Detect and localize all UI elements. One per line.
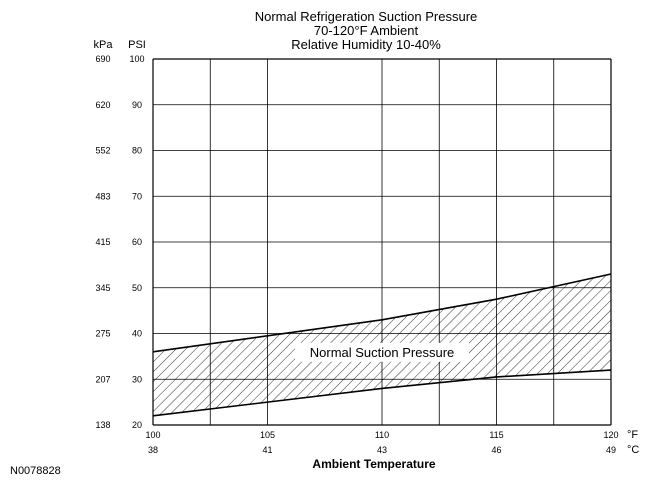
y-tick-label-kpa: 138 [95, 420, 110, 430]
y-tick-labels: 138 20 207 30 275 40 345 50 415 60 483 70 552 80 620 90… [95, 54, 144, 430]
x-tick-label-c: 41 [262, 445, 272, 455]
x-tick-label-c: 46 [491, 445, 501, 455]
lower-pressure-line [152, 369, 612, 417]
y-tick-label-psi: 30 [132, 374, 142, 384]
x-tick-label-f: 105 [260, 430, 275, 440]
y-tick-label-psi: 60 [132, 237, 142, 247]
y-tick-label-psi: 20 [132, 420, 142, 430]
x-tick-label-f: 115 [489, 430, 503, 440]
y-tick-label-psi: 80 [132, 146, 142, 156]
x-axis-title: Ambient Temperature [312, 457, 435, 471]
x-tick-label-c: 49 [606, 445, 616, 455]
y-tick-label-kpa: 620 [95, 100, 110, 110]
y-tick-label-psi: 100 [129, 54, 144, 64]
chart-grid [152, 58, 612, 426]
y-tick-label-kpa: 690 [95, 54, 110, 64]
band-label: Normal Suction Pressure [310, 345, 455, 360]
chart-title-line-2: 70-120°F Ambient [314, 23, 419, 38]
figure-id: N0078828 [10, 465, 61, 477]
y-tick-label-psi: 70 [132, 191, 142, 201]
x-tick-label-c: 43 [377, 445, 387, 455]
y-tick-label-psi: 50 [132, 283, 142, 293]
y-tick-label-psi: 40 [132, 329, 142, 339]
y-tick-label-kpa: 345 [95, 283, 110, 293]
y-tick-label-kpa: 483 [95, 191, 110, 201]
x-tick-labels: 100 38 105 41 110 43 115 46 120 49 [145, 430, 618, 455]
y-unit-kpa: kPa [94, 39, 114, 51]
chart-title-line-3: Relative Humidity 10-40% [291, 37, 441, 52]
upper-pressure-line [152, 273, 612, 353]
x-unit-c: °C [627, 444, 639, 456]
y-tick-label-psi: 90 [132, 100, 142, 110]
x-tick-label-c: 38 [148, 445, 158, 455]
y-unit-psi: PSI [128, 39, 146, 51]
x-tick-label-f: 100 [145, 430, 160, 440]
y-tick-label-kpa: 207 [95, 374, 110, 384]
chart-title-line-1: Normal Refrigeration Suction Pressure [255, 9, 478, 24]
x-tick-label-f: 110 [375, 430, 389, 440]
y-tick-label-kpa: 275 [95, 329, 110, 339]
band-label-background [295, 342, 469, 362]
x-unit-f: °F [627, 429, 638, 441]
y-tick-label-kpa: 415 [95, 237, 110, 247]
y-tick-label-kpa: 552 [95, 146, 110, 156]
x-tick-label-f: 120 [603, 430, 618, 440]
